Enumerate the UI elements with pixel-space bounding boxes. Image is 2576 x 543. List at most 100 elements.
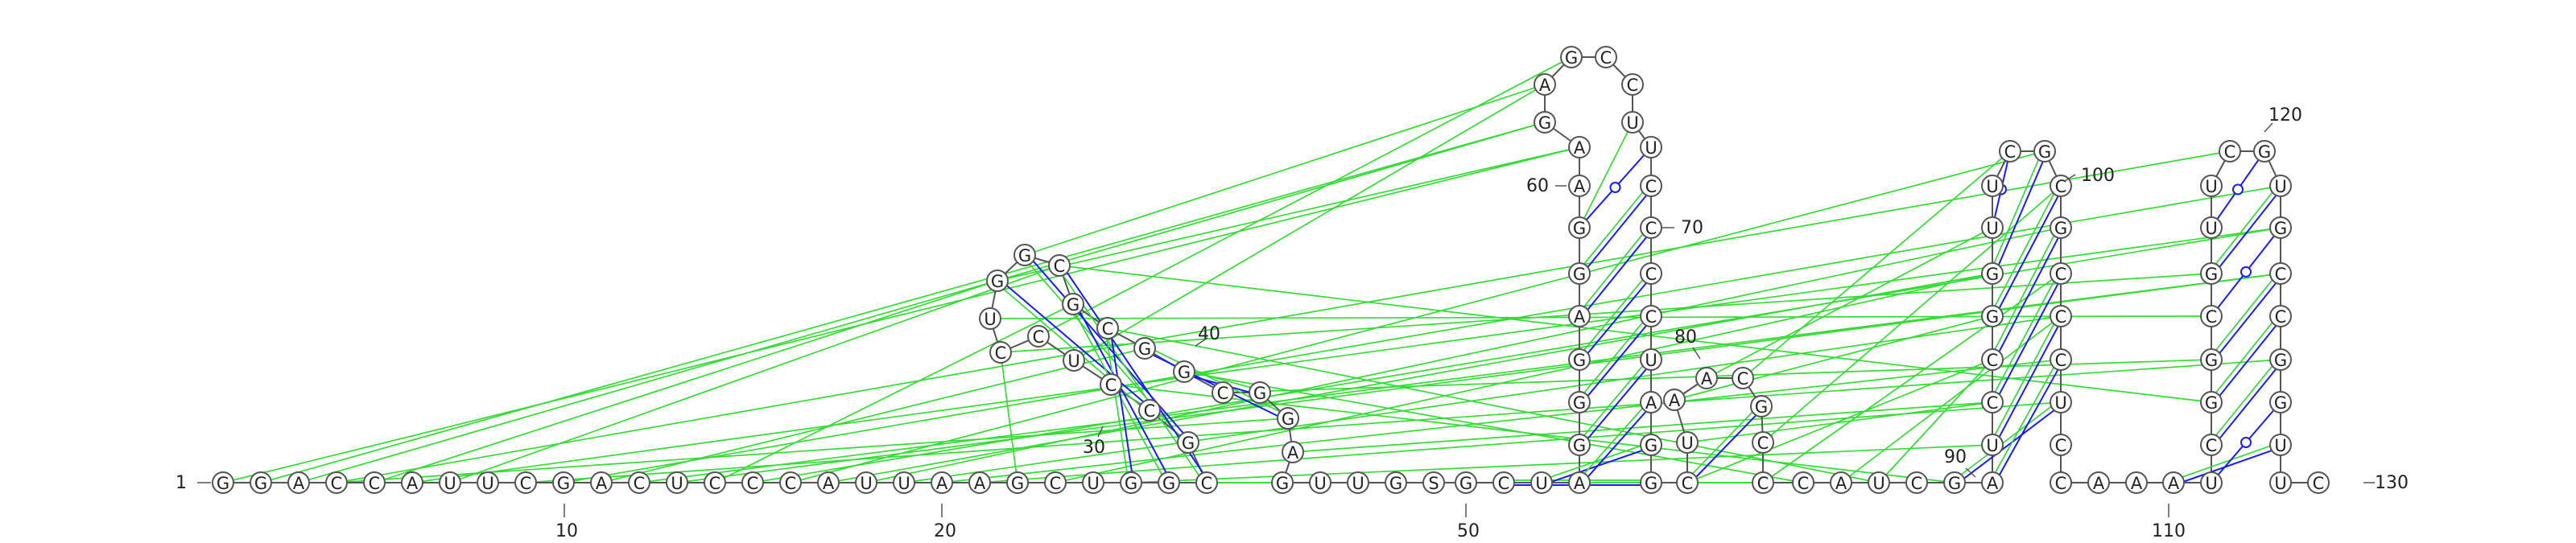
base-pair-line [1994,281,2055,393]
nucleotide-letter: A [936,474,948,493]
nucleotide-letter: G [2205,265,2218,284]
nucleotide-43: G [1249,381,1271,404]
nucleotide-37: C [1048,254,1071,277]
nucleotide-26: G [1158,471,1180,494]
nucleotide-111: A [2162,471,2185,494]
base-pair-line [2183,450,2273,483]
nucleotide-circle [1282,441,1304,463]
nucleotide-125: C [2269,305,2292,327]
nucleotide-65: G [1560,46,1583,68]
nucleotide-circle [363,471,386,494]
nucleotide-letter: C [1033,327,1045,347]
nucleotide-circle [212,471,234,494]
nucleotide-45: A [1282,441,1304,463]
nucleotide-3: A [287,471,310,494]
nucleotide-64: A [1534,73,1556,96]
tick-40 [1195,337,1208,347]
nucleotide-61: A [1568,175,1591,197]
nucleotide-circle [2269,348,2292,371]
tertiary-interaction-line [1878,359,1993,483]
nucleotide-12: C [628,471,650,494]
base-pair-line [1963,409,2055,479]
tertiary-interaction-line [1024,84,1546,256]
gu-pair-marker [2232,183,2244,195]
tick-80 [1692,347,1701,360]
tertiary-interaction-line [1110,384,1955,483]
nucleotide-85: C [1752,471,1774,494]
nucleotide-letter: C [1201,474,1213,493]
nucleotide-circle [1676,471,1699,494]
nucleotide-letter: G [1018,246,1031,265]
tertiary-interaction-line [1130,444,1993,483]
nucleotide-circle [1568,136,1591,158]
tertiary-interaction-line [449,265,1060,483]
nucleotide-circle [2162,471,2185,494]
index-label-80: 80 [1674,327,1697,348]
nucleotide-62: A [1568,136,1591,158]
tertiary-interaction-line [411,227,2281,483]
nucleotide-circle [1212,381,1234,404]
nucleotide-letter: U [860,474,872,493]
nucleotide-circle [989,341,1012,364]
nucleotide-letter: G [1253,384,1266,403]
nucleotide-1: G [212,471,234,494]
nucleotide-2: G [250,471,272,494]
nucleotide-44: G [1277,407,1299,430]
nucleotide-63: G [1534,111,1556,134]
nucleotide-letter: G [1282,409,1294,429]
nucleotide-letter: C [2055,177,2067,196]
nucleotide-99: C [1999,140,2021,162]
nucleotide-circle [1640,434,1662,456]
nucleotide-circle [2269,216,2292,239]
nucleotide-letter: C [2275,265,2287,284]
base-pair-line [1692,411,1753,475]
tick-120 [2264,122,2273,133]
nucleotide-82: C [1732,367,1754,389]
nucleotide-letter: A [2093,474,2105,493]
nucleotide-circle [741,471,764,494]
nucleotide-circle [1347,471,1369,494]
nucleotide-22: G [1006,471,1029,494]
nucleotide-15: C [741,471,764,494]
nucleotide-38: G [1062,293,1084,315]
nucleotide-7: U [439,471,461,494]
nucleotide-letter: U [1645,351,1657,370]
nucleotide-circle [1981,175,2004,197]
base-pair-line [1998,283,2059,395]
nucleotide-circle [1981,434,2004,456]
nucleotide-circle [2050,262,2072,285]
nucleotide-circle [1006,471,1029,494]
tertiary-interaction-line [1000,273,2212,353]
nucleotide-circle [1943,471,1966,494]
nucleotide-circle [2050,348,2072,371]
nucleotide-letter: G [1565,48,1578,68]
nucleotide-letter: G [217,474,229,493]
base-pair-line [1993,159,2039,264]
nucleotide-letter: C [2206,307,2218,327]
nucleotide-circle [1063,349,1085,372]
nucleotide-120: C [2219,140,2241,162]
nucleotide-4: C [325,471,348,494]
nucleotide-letter: G [2038,142,2051,162]
nucleotide-circle [1621,111,1644,134]
nucleotide-letter: A [596,474,608,493]
nucleotide-32: C [1027,325,1050,348]
nucleotide-letter: C [1105,376,1117,395]
nucleotide-11: A [590,471,613,494]
base-pair-line [1110,338,1133,472]
nucleotide-circle [1568,471,1591,494]
nucleotide-circle [1750,395,1773,418]
nucleotide-letter: G [1276,474,1289,493]
nucleotide-36: G [1013,244,1036,266]
nucleotide-letter: G [2205,393,2218,413]
tick-30 [1097,426,1104,438]
index-label-130: 130 [2375,473,2409,493]
nucleotide-letter: U [1872,474,1885,493]
nucleotide-circle [1534,111,1556,134]
nucleotide-letter: G [2274,351,2287,370]
base-pair-line [1079,311,1167,473]
nucleotide-circle [439,471,461,494]
nucleotide-42: C [1212,381,1234,404]
nucleotide-letter: G [1459,474,1472,493]
